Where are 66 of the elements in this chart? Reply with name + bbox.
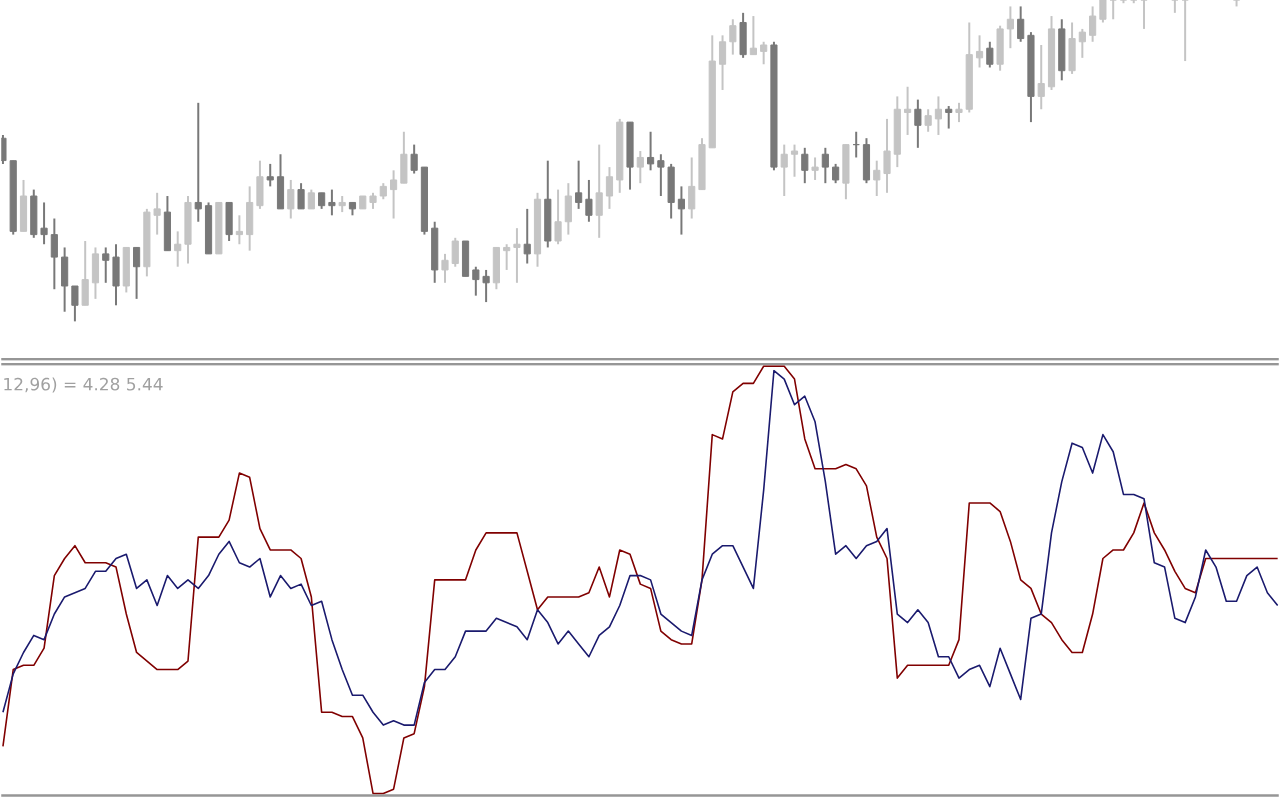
candlestick [790,143,799,178]
candlestick [1006,5,1014,49]
candlestick [307,188,315,210]
candlestick [1089,5,1097,43]
candlestick [133,246,141,300]
candlestick [266,162,274,188]
candlestick [390,169,398,220]
candlestick [955,101,963,123]
candlestick [821,146,829,184]
candlestick [585,178,593,223]
candlestick [945,104,953,130]
candlestick [718,34,727,91]
candlestick [636,149,644,184]
candlestick [40,201,48,246]
candlestick [174,230,182,268]
candlestick [287,178,295,220]
candlestick [1037,43,1045,111]
candlestick [1140,0,1148,30]
candlestick [1171,0,1179,14]
candlestick [1078,27,1086,59]
candlestick [975,34,984,69]
candlestick [647,130,655,172]
candlestick [605,165,614,210]
candlestick [729,18,737,56]
candlestick [153,191,161,236]
candlestick [749,14,757,56]
candlestick [554,188,562,246]
candlestick [986,40,994,69]
candlestick [934,95,943,136]
candlestick [194,101,202,223]
candlestick [575,159,583,210]
candlestick [71,284,79,323]
candlestick [595,143,603,239]
candlestick [811,156,819,181]
candlestick [780,143,788,197]
candlestick [1099,0,1107,24]
candlestick [924,108,932,133]
candlestick [873,159,881,197]
candlestick [914,98,922,149]
candlestick [441,252,449,284]
candlestick [328,188,336,217]
candlestick [760,40,768,66]
candlestick [482,268,490,303]
candlestick [410,143,418,175]
candlestick [801,146,809,184]
candlestick [832,162,840,184]
candlestick [1017,5,1025,43]
candlestick [677,185,686,236]
candlestick [102,246,110,284]
candlestick [50,217,58,291]
candlestick [1,133,7,165]
candlestick [688,156,696,220]
candlestick [297,181,305,210]
candlestick [451,236,459,268]
candlestick [1109,0,1117,21]
candlestick [883,117,891,194]
candlestick [503,243,511,271]
candlestick [657,153,665,197]
candlestick [523,207,531,265]
candlestick [1181,0,1189,62]
candlestick [1232,0,1241,8]
candlestick [235,214,243,246]
candlestick [513,226,521,284]
annotation: 12,96) = 4.28 5.44 [4,377,163,393]
candlestick [904,85,912,136]
candlestick [472,265,480,297]
